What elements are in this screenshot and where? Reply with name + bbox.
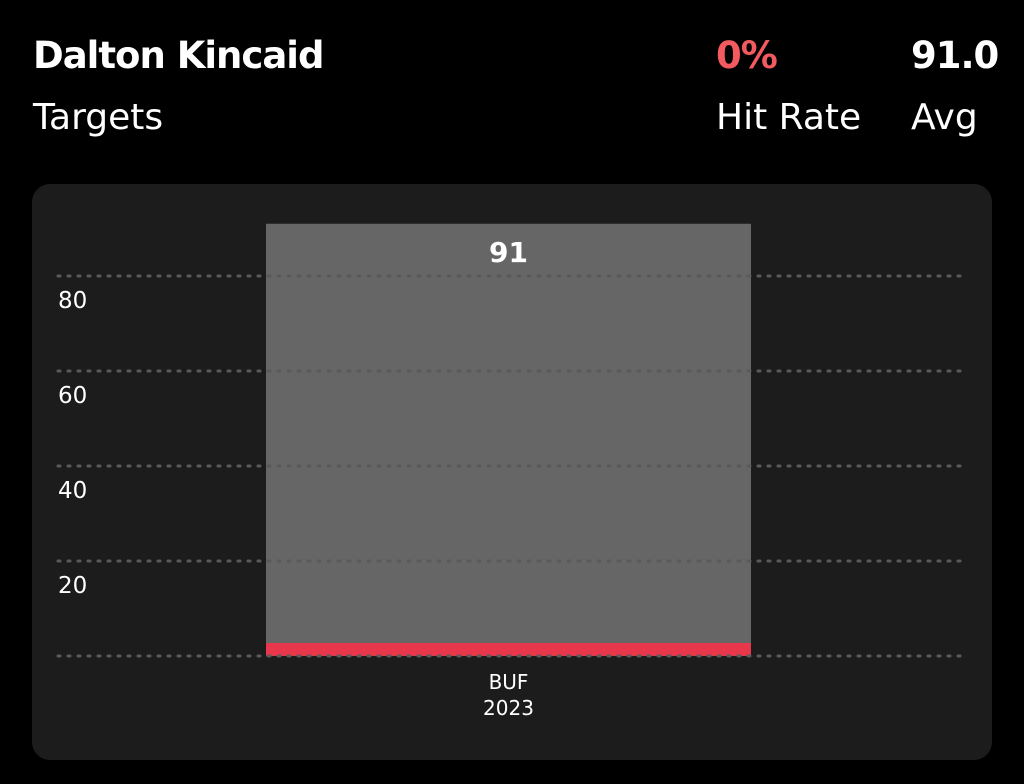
- avg-label: Avg: [911, 97, 978, 138]
- y-tick-label: 60: [58, 383, 87, 409]
- y-tick-label: 80: [58, 288, 87, 314]
- stat-label: Targets: [33, 97, 164, 138]
- bar-baseline-marker: [266, 643, 751, 656]
- hit-rate-label: Hit Rate: [716, 97, 862, 138]
- x-category-sublabel: 2023: [483, 696, 534, 720]
- player-name: Dalton Kincaid: [33, 34, 324, 77]
- y-tick-label: 20: [58, 573, 87, 599]
- avg-value: 91.0: [911, 34, 999, 77]
- x-category-label: BUF: [489, 670, 529, 694]
- y-tick-label: 40: [58, 478, 87, 504]
- hit-rate-value: 0%: [716, 34, 778, 77]
- data-label: 91: [489, 236, 528, 269]
- chart-card: 20 40 60 80 91 BUF 2023: [32, 184, 992, 760]
- bar: [266, 223, 751, 656]
